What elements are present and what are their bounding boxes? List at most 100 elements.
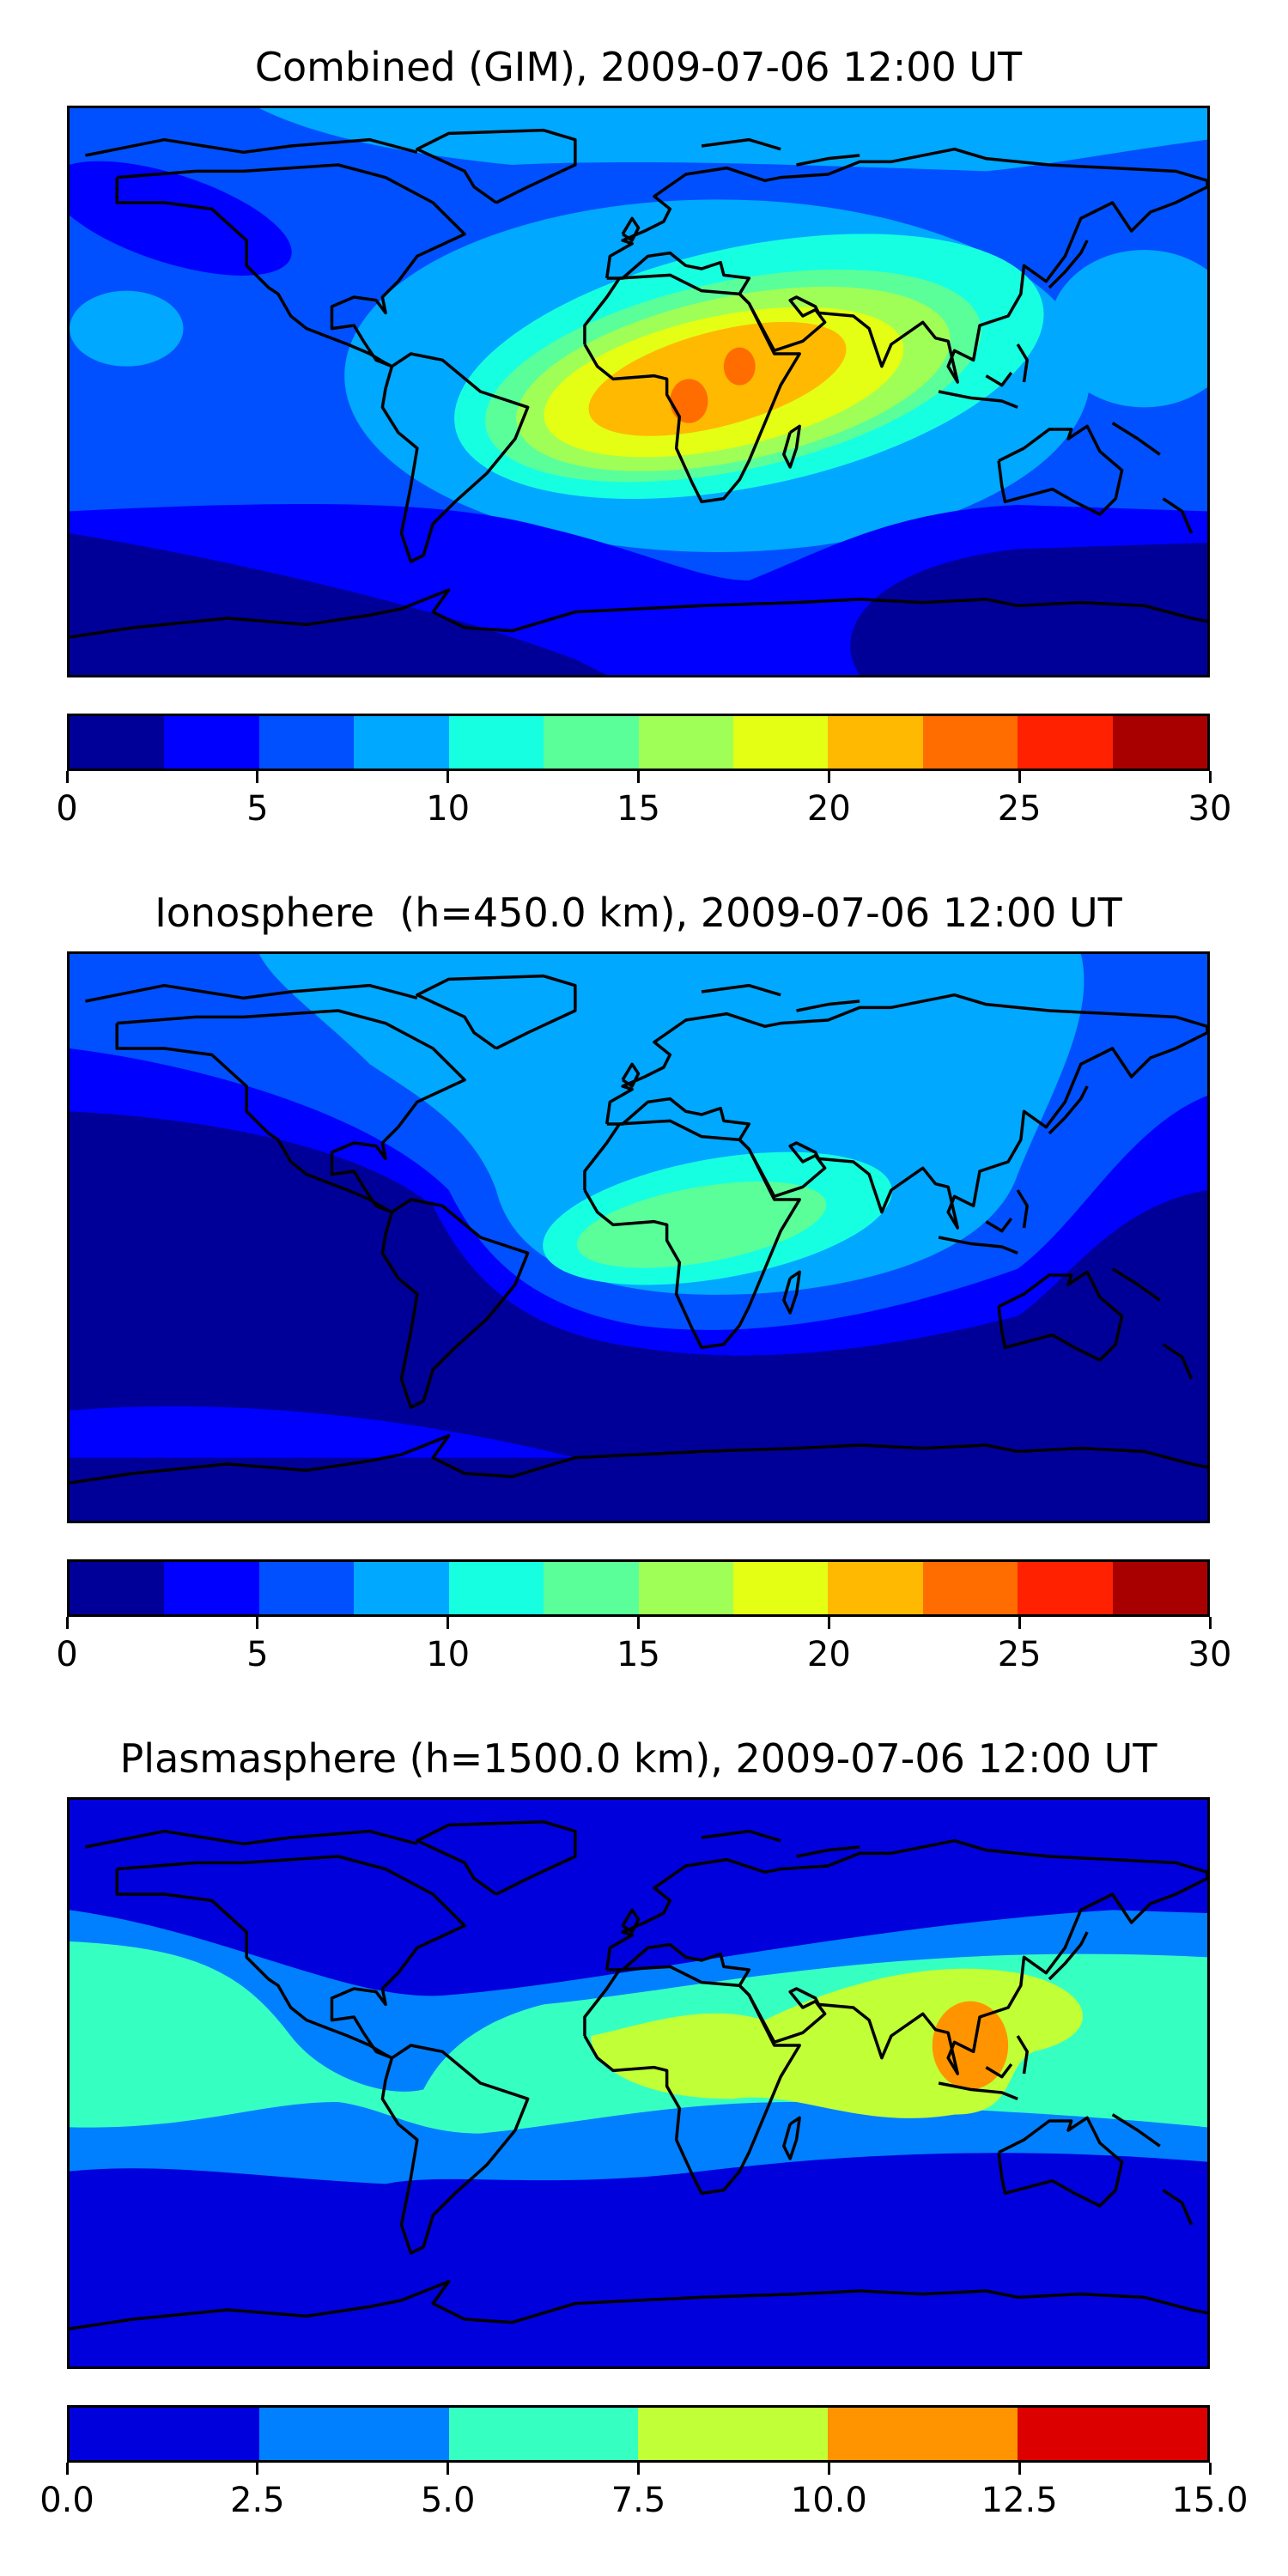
contour-level-7.5-10 [70,290,184,367]
colorbar-tick-label: 15.0 [1171,2481,1249,2520]
tec-map-combined [67,106,1210,677]
contour-map [70,1800,1207,2366]
colorbar-segment [544,1562,639,1614]
colorbar-segment [70,716,165,769]
colorbar-segment [922,716,1018,769]
colorbar-tick-label: 25 [997,1635,1042,1674]
colorbar-tick-label: 7.5 [611,2481,666,2520]
colorbar-tick [447,1617,450,1629]
colorbar-tick-label: 20 [806,1635,851,1674]
contour-map [70,954,1207,1521]
colorbar-segment [354,716,449,769]
colorbar-segment [828,1562,923,1614]
tec-map-ionosphere [67,951,1210,1523]
contour-level-10-12.5 [932,2001,1009,2090]
colorbar-tick-label: 10 [426,789,471,829]
colorbar-axis: 0.0 2.5 5.0 7.5 10.0 12.5 15.0 [39,2463,1249,2520]
colorbar-tick-label: 2.5 [230,2481,285,2520]
colorbar-tick-label: 30 [1188,1635,1232,1674]
colorbar-tick-label: 10 [426,1635,471,1674]
chart-title: Ionosphere (h=450.0 km), 2009-07-06 12:0… [155,890,1122,936]
contour-level-20-22.5 [588,321,847,436]
colorbar-segment [354,1562,449,1614]
colorbar-tick [637,1617,640,1629]
colorbar-segment [70,1562,165,1614]
colorbar-tick [65,1617,69,1629]
colorbar-segment [258,716,355,769]
colorbar-tick-label: 0.0 [39,2481,94,2520]
contour-map [70,108,1207,675]
colorbar-tick [1018,771,1021,783]
colorbar-segment [828,716,923,769]
colorbar-tick [637,771,640,783]
colorbar-tick-label: 0 [56,789,78,829]
colorbar-segment [1112,1562,1208,1614]
colorbar-segment [544,716,639,769]
colorbar-segment [448,1562,544,1614]
colorbar-tick-label: 10.0 [790,2481,867,2520]
colorbar-tick-label: 0 [56,1635,78,1674]
contour-level-0-2.5 [70,533,607,675]
colorbar-segment [1018,2408,1207,2460]
colorbar-tick-label: 15 [617,1635,660,1674]
colorbar-segment [638,2408,829,2460]
colorbar-segment [164,1562,259,1614]
panel-combined-gim: Combined (GIM), 2009-07-06 12:00 UT 0 5 10… [0,0,1288,846]
contour-level-0-2.5 [850,543,1207,675]
colorbar-segment [1112,716,1208,769]
colorbar-tick-label: 20 [806,789,851,829]
colorbar-tick [1208,1617,1212,1629]
colorbar-tick [1208,2463,1212,2475]
colorbar [67,2405,1210,2463]
colorbar-axis: 0 5 10 15 20 25 30 [56,1617,1231,1674]
colorbar-tick [256,1617,259,1629]
colorbar-tick [256,2463,259,2475]
colorbar-tick-label: 12.5 [981,2481,1058,2520]
colorbar-segment [638,716,733,769]
colorbar-tick-label: 5.0 [420,2481,476,2520]
colorbar [67,714,1210,771]
colorbar-segment [1018,716,1113,769]
colorbar-tick [65,2463,69,2475]
colorbar-segment [732,1562,829,1614]
colorbar-tick-label: 15 [617,789,660,829]
panel-plasmasphere: Plasmasphere (h=1500.0 km), 2009-07-06 1… [0,1692,1288,2537]
colorbar-segment [448,716,544,769]
colorbar-tick-label: 5 [246,789,269,829]
colorbar-tick [827,2463,830,2475]
colorbar-tick [827,1617,830,1629]
contour-level-7.5-10 [1049,250,1207,408]
colorbar-segment [732,716,829,769]
colorbar-segment [448,2408,639,2460]
colorbar-segment [164,716,259,769]
contour-level-7.5-10 [258,108,1207,172]
contour-level-22.5-25 [723,347,756,386]
panel-ionosphere: Ionosphere (h=450.0 km), 2009-07-06 12:0… [0,846,1288,1692]
colorbar-segment [828,2408,1018,2460]
tec-map-plasmasphere [67,1797,1210,2369]
colorbar-tick [637,2463,640,2475]
contour-level-22.5-25 [670,379,708,423]
colorbar-tick [1018,2463,1021,2475]
colorbar-segment [1018,1562,1113,1614]
colorbar-tick [65,771,69,783]
contour-level-2.5-5 [70,1406,575,1458]
colorbar-segment [258,2408,449,2460]
colorbar-tick-label: 30 [1188,789,1232,829]
colorbar [67,1559,1210,1617]
colorbar-tick [447,2463,450,2475]
colorbar-tick [1208,771,1212,783]
colorbar-tick [827,771,830,783]
contour-level-12.5-15 [576,1182,827,1268]
colorbar-axis: 0 5 10 15 20 25 30 [56,771,1231,829]
colorbar-segment [70,2408,259,2460]
colorbar-segment [258,1562,355,1614]
contour-level-2.5-5 [70,161,292,276]
colorbar-segment [922,1562,1018,1614]
colorbar-tick [1018,1617,1021,1629]
chart-title: Combined (GIM), 2009-07-06 12:00 UT [254,44,1023,90]
colorbar-segment [638,1562,733,1614]
colorbar-tick-label: 25 [997,789,1042,829]
colorbar-tick [447,771,450,783]
colorbar-tick [256,771,259,783]
